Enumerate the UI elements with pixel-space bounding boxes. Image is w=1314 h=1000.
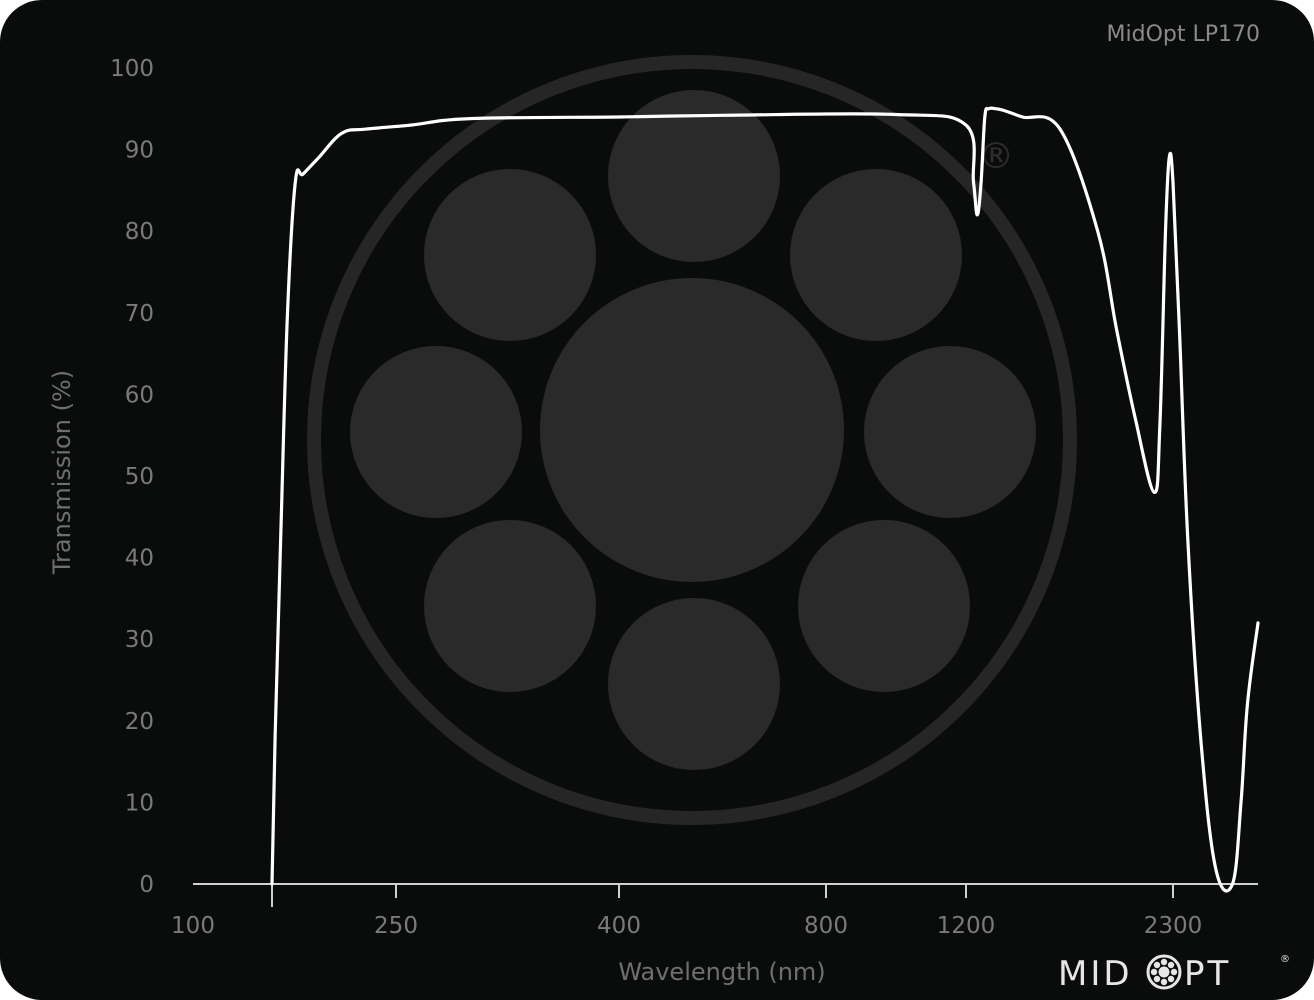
x-tick-label: 400 <box>597 913 641 939</box>
brand-text-left: MID <box>1058 954 1133 994</box>
watermark-circle-bottom-right <box>798 520 970 692</box>
series-line-transmission <box>270 106 1260 893</box>
x-tick-label: 800 <box>804 913 848 939</box>
watermark-circle-top-right <box>790 169 962 341</box>
y-tick-label: 10 <box>125 790 154 816</box>
watermark-ring <box>307 55 1077 825</box>
x-tick-label: 250 <box>374 913 418 939</box>
y-tick-label: 40 <box>125 546 154 572</box>
watermark-circle-left <box>350 346 522 518</box>
y-tick-label: 100 <box>110 56 154 82</box>
watermark-center-circle <box>540 278 844 582</box>
watermark-circle-bottom <box>608 598 780 770</box>
watermark-circle-top-left <box>424 169 596 341</box>
brand-text-right: PT <box>1184 954 1231 994</box>
watermark-circle-top <box>608 90 780 262</box>
brand-logo: MID PT ® <box>1058 954 1290 994</box>
watermark-circle-right <box>864 346 1036 518</box>
y-tick-label: 90 <box>125 138 154 164</box>
y-axis-title: Transmission (%) <box>48 370 76 575</box>
y-tick-label: 0 <box>139 872 154 898</box>
x-axis-title: Wavelength (nm) <box>618 958 825 986</box>
y-ticks-group: 0 10 20 30 40 50 60 70 80 90 100 <box>110 56 154 898</box>
y-tick-label: 70 <box>125 301 154 327</box>
y-tick-label: 20 <box>125 709 154 735</box>
x-tick-label: 100 <box>171 913 215 939</box>
x-tick-label: 2300 <box>1144 913 1203 939</box>
watermark-logo: ® <box>307 55 1077 825</box>
watermark-circle-bottom-left <box>424 520 596 692</box>
y-tick-label: 50 <box>125 464 154 490</box>
chart-title: MidOpt LP170 <box>1107 22 1260 47</box>
midopt-lens-icon <box>1146 954 1182 990</box>
y-tick-label: 30 <box>125 627 154 653</box>
x-ticks-group: 100 250 400 800 1200 2300 <box>171 884 1202 939</box>
y-tick-label: 60 <box>125 382 154 408</box>
brand-trademark: ® <box>1280 954 1290 965</box>
x-tick-label: 1200 <box>937 913 996 939</box>
y-tick-label: 80 <box>125 219 154 245</box>
